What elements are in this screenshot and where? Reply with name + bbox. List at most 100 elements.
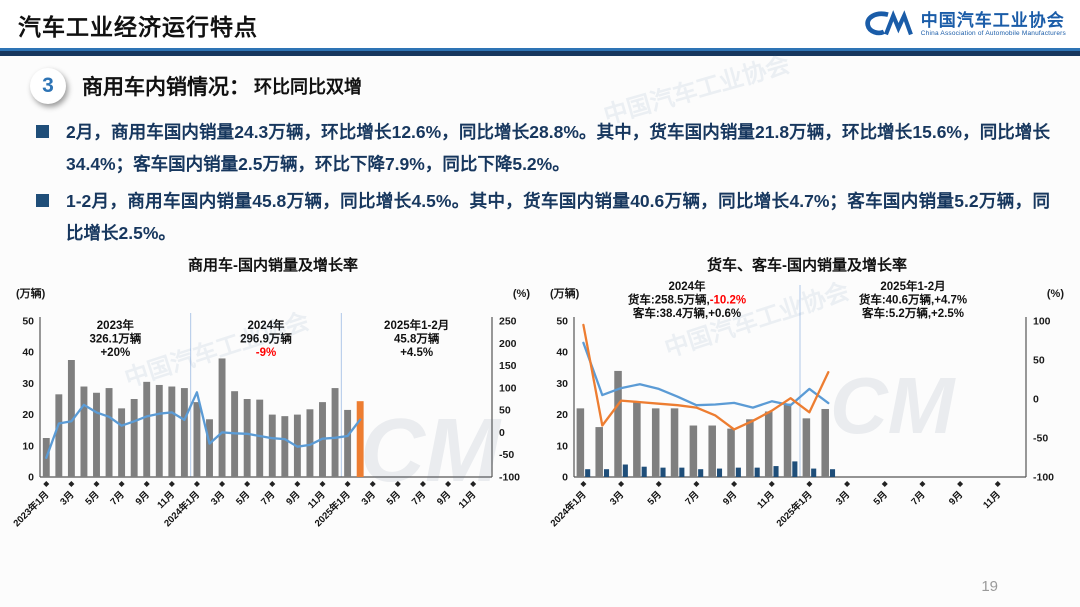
charts-row: 商用车-国内销量及增长率 50 40 30 20 10 0 250 200 150 100 50 0-…: [0, 254, 1080, 539]
svg-text:100: 100: [1033, 315, 1051, 327]
chart-title-left: 商用车-国内销量及增长率: [188, 256, 358, 274]
svg-text:50: 50: [1033, 354, 1045, 366]
section-heading: 3 商用车内销情况： 环比同比双增: [30, 68, 1080, 104]
svg-text:9月: 9月: [947, 489, 965, 507]
svg-text:50: 50: [499, 404, 511, 416]
svg-text:7月: 7月: [410, 489, 428, 507]
svg-text:+4.5%: +4.5%: [400, 347, 433, 359]
svg-text:2023年1月: 2023年1月: [11, 488, 52, 529]
svg-text:(%): (%): [1047, 288, 1064, 300]
svg-text:2024年: 2024年: [668, 279, 706, 293]
svg-text:客车:5.2万辆,+2.5%: 客车:5.2万辆,+2.5%: [861, 306, 964, 320]
svg-text:30: 30: [22, 377, 34, 389]
svg-text:2025年1月: 2025年1月: [774, 488, 815, 529]
svg-text:40: 40: [22, 346, 34, 358]
svg-text:9月: 9月: [721, 489, 739, 507]
svg-text:0: 0: [28, 471, 34, 483]
svg-text:0: 0: [499, 426, 505, 438]
svg-text:296.9万辆: 296.9万辆: [240, 331, 292, 345]
svg-text:3月: 3月: [608, 489, 626, 507]
svg-text:100: 100: [499, 382, 517, 394]
svg-text:200: 200: [499, 337, 517, 349]
svg-text:11月: 11月: [155, 489, 177, 511]
svg-text:(万辆): (万辆): [550, 286, 580, 300]
header: 汽车工业经济运行特点 中国汽车工业协会 China Association of…: [0, 0, 1080, 48]
svg-text:2024年: 2024年: [247, 318, 285, 332]
svg-text:客车:38.4万辆,+0.6%: 客车:38.4万辆,+0.6%: [632, 306, 741, 320]
svg-text:20: 20: [556, 409, 568, 421]
bullet-text: 2月，商用车国内销量24.3万辆，环比增长12.6%，同比增长28.8%。其中，…: [66, 122, 1050, 175]
svg-text:5月: 5月: [646, 489, 664, 507]
bullet-item: 1-2月，商用车国内销量45.8万辆，同比增长4.5%。其中，货车国内销量40.…: [36, 185, 1050, 250]
svg-text:10: 10: [22, 440, 34, 452]
svg-text:30: 30: [556, 377, 568, 389]
svg-text:50: 50: [22, 315, 34, 327]
svg-text:7月: 7月: [259, 489, 277, 507]
svg-text:45.8万辆: 45.8万辆: [394, 331, 440, 345]
bullet-item: 2月，商用车国内销量24.3万辆，环比增长12.6%，同比增长28.8%。其中，…: [36, 116, 1050, 181]
svg-text:(%): (%): [513, 288, 530, 300]
svg-text:9月: 9月: [134, 489, 152, 507]
caam-logo-icon: [865, 10, 913, 36]
bullet-list: 2月，商用车国内销量24.3万辆，环比增长12.6%，同比增长28.8%。其中，…: [36, 116, 1050, 250]
logo-text: 中国汽车工业协会 China Association of Automobile…: [920, 10, 1066, 37]
svg-text:20: 20: [22, 409, 34, 421]
svg-text:+20%: +20%: [100, 347, 130, 359]
bullet-square-icon: [36, 125, 49, 138]
svg-text:7月: 7月: [683, 489, 701, 507]
page-number: 19: [981, 578, 998, 595]
svg-text:9月: 9月: [284, 489, 302, 507]
svg-text:3月: 3月: [209, 489, 227, 507]
svg-text:2025年1-2月: 2025年1-2月: [384, 318, 449, 332]
svg-text:-100: -100: [499, 471, 520, 483]
svg-text:50: 50: [556, 315, 568, 327]
svg-text:3月: 3月: [360, 489, 378, 507]
svg-text:150: 150: [499, 360, 517, 372]
svg-text:货车:258.5万辆,-10.2%: 货车:258.5万辆,-10.2%: [627, 292, 746, 306]
svg-text:货车:40.6万辆,+4.7%: 货车:40.6万辆,+4.7%: [858, 292, 967, 306]
section-title: 商用车内销情况：: [82, 76, 250, 99]
section-subtitle: 环比同比双增: [254, 77, 362, 97]
svg-text:0: 0: [1033, 393, 1039, 405]
svg-text:-100: -100: [1033, 471, 1054, 483]
svg-text:5月: 5月: [385, 489, 403, 507]
header-rule-dark: [0, 51, 1080, 56]
logo-name-en: China Association of Automobile Manufact…: [920, 29, 1066, 37]
truck-bus-chart: 货车、客车-国内销量及增长率 50 40 30 20 10 0 100 50 0 -50 -100(…: [540, 254, 1074, 539]
svg-text:11月: 11月: [981, 489, 1003, 511]
bullet-text: 1-2月，商用车国内销量45.8万辆，同比增长4.5%。其中，货车国内销量40.…: [66, 190, 1050, 244]
svg-text:326.1万辆: 326.1万辆: [89, 331, 141, 345]
svg-text:2023年: 2023年: [97, 318, 135, 332]
svg-text:7月: 7月: [909, 489, 927, 507]
svg-text:10: 10: [556, 440, 568, 452]
svg-text:40: 40: [556, 346, 568, 358]
page-title: 汽车工业经济运行特点: [18, 14, 258, 40]
bullet-square-icon: [36, 193, 49, 207]
logo-name-cn: 中国汽车工业协会: [920, 10, 1065, 30]
svg-text:7月: 7月: [108, 489, 126, 507]
commercial-vehicle-chart: 商用车-国内销量及增长率 50 40 30 20 10 0 250 200 150 100 50 0-…: [6, 254, 540, 539]
caam-logo: 中国汽车工业协会 China Association of Automobile…: [861, 6, 1066, 42]
svg-text:(万辆): (万辆): [16, 286, 46, 300]
svg-text:3月: 3月: [834, 489, 852, 507]
svg-text:9月: 9月: [435, 489, 453, 507]
svg-text:-50: -50: [499, 449, 514, 461]
svg-text:11月: 11月: [306, 489, 328, 511]
svg-text:3月: 3月: [58, 489, 76, 507]
svg-text:5月: 5月: [234, 489, 252, 507]
svg-text:0: 0: [562, 471, 568, 483]
svg-text:2024年1月: 2024年1月: [548, 488, 589, 529]
svg-text:11月: 11月: [457, 489, 479, 511]
chart-title-right: 货车、客车-国内销量及增长率: [707, 256, 907, 274]
svg-text:11月: 11月: [755, 489, 777, 511]
header-rule-light: [0, 48, 1080, 51]
svg-text:250: 250: [499, 315, 517, 327]
section-number-badge: 3: [30, 68, 66, 104]
svg-text:-9%: -9%: [256, 347, 276, 359]
svg-text:2025年1-2月: 2025年1-2月: [880, 279, 945, 293]
svg-text:-50: -50: [1033, 432, 1048, 444]
svg-text:5月: 5月: [83, 489, 101, 507]
